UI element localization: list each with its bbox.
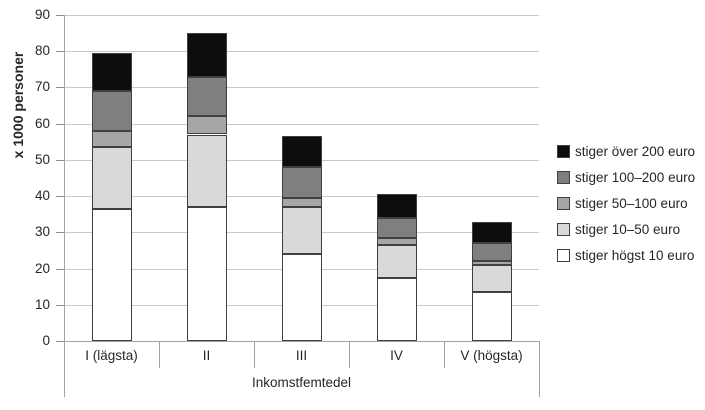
bar-segment bbox=[282, 167, 322, 198]
y-axis-tick bbox=[56, 305, 64, 306]
bar-segment bbox=[187, 134, 227, 207]
category-label: V (högsta) bbox=[460, 348, 523, 363]
category-separator bbox=[444, 341, 445, 368]
y-tick-label: 40 bbox=[34, 188, 50, 203]
category-label: IV bbox=[390, 348, 403, 363]
bar-segment bbox=[282, 136, 322, 168]
legend: stiger över 200 euro stiger 100–200 euro s… bbox=[557, 138, 695, 268]
category-label: I (lägsta) bbox=[85, 348, 138, 363]
bar-segment bbox=[92, 208, 132, 341]
legend-item: stiger 100–200 euro bbox=[557, 164, 695, 190]
legend-item: stiger 50–100 euro bbox=[557, 190, 695, 216]
bar-segment bbox=[472, 261, 512, 265]
bar-segment bbox=[187, 33, 227, 77]
bar-segment bbox=[187, 76, 227, 117]
bar-segment bbox=[472, 221, 512, 244]
bar-segment bbox=[377, 237, 417, 245]
y-axis-tick bbox=[56, 51, 64, 52]
gridline bbox=[64, 124, 539, 125]
legend-marker bbox=[557, 196, 570, 210]
y-axis-tick bbox=[56, 160, 64, 161]
y-axis-tick bbox=[56, 87, 64, 88]
y-tick-label: 90 bbox=[34, 7, 50, 22]
y-tick-label: 10 bbox=[34, 297, 50, 312]
category-separator bbox=[349, 341, 350, 368]
bar-segment bbox=[92, 53, 132, 91]
category-label: II bbox=[202, 348, 211, 363]
bar-segment bbox=[282, 197, 322, 207]
y-tick-label: 70 bbox=[34, 79, 50, 94]
legend-marker bbox=[557, 170, 570, 184]
gridline bbox=[64, 51, 539, 52]
bar-segment bbox=[282, 254, 322, 341]
legend-label: stiger 100–200 euro bbox=[575, 169, 696, 185]
legend-label: stiger 10–50 euro bbox=[575, 221, 681, 237]
x-axis-line bbox=[64, 341, 540, 342]
bar-segment bbox=[92, 147, 132, 209]
legend-label: stiger 50–100 euro bbox=[575, 195, 688, 211]
legend-label: stiger över 200 euro bbox=[575, 143, 696, 159]
legend-marker bbox=[557, 248, 570, 262]
y-axis-tick bbox=[56, 15, 64, 16]
y-axis-tick bbox=[56, 196, 64, 197]
y-axis-tick bbox=[56, 269, 64, 270]
legend-item: stiger över 200 euro bbox=[557, 138, 695, 164]
x-axis-title: Inkomstfemtedel bbox=[251, 375, 352, 390]
y-tick-label: 0 bbox=[42, 333, 50, 348]
y-axis-line bbox=[64, 15, 65, 341]
category-separator bbox=[64, 341, 65, 397]
bar-segment bbox=[92, 91, 132, 131]
legend-marker bbox=[557, 144, 570, 158]
legend-label: stiger högst 10 euro bbox=[575, 247, 695, 263]
bar-segment bbox=[377, 194, 417, 218]
bar-segment bbox=[187, 207, 227, 341]
legend-marker bbox=[557, 222, 570, 236]
bar-segment bbox=[472, 243, 512, 262]
bar-segment bbox=[377, 245, 417, 278]
y-tick-label: 20 bbox=[34, 261, 50, 276]
y-axis-tick bbox=[56, 341, 64, 342]
legend-item: stiger högst 10 euro bbox=[557, 242, 695, 268]
category-label: III bbox=[295, 348, 308, 363]
category-separator bbox=[159, 341, 160, 368]
bar-segment bbox=[187, 116, 227, 135]
bar-segment bbox=[377, 277, 417, 341]
y-axis-tick bbox=[56, 124, 64, 125]
bar-segment bbox=[377, 217, 417, 238]
y-tick-label: 30 bbox=[34, 224, 50, 239]
bar-segment bbox=[92, 130, 132, 148]
y-tick-label: 80 bbox=[34, 43, 50, 58]
bar-segment bbox=[472, 292, 512, 341]
category-separator bbox=[254, 341, 255, 368]
gridline bbox=[64, 87, 539, 88]
y-tick-label: 50 bbox=[34, 152, 50, 167]
gridline bbox=[64, 15, 539, 16]
y-axis-tick bbox=[56, 232, 64, 233]
bar-segment bbox=[282, 207, 322, 255]
bar-segment bbox=[472, 264, 512, 293]
legend-item: stiger 10–50 euro bbox=[557, 216, 695, 242]
y-tick-label: 60 bbox=[34, 116, 50, 131]
category-separator bbox=[539, 341, 540, 397]
